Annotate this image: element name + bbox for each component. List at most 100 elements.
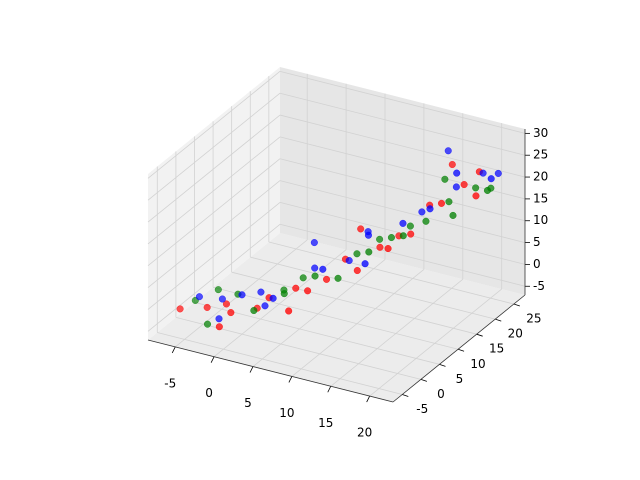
grid-line: [212, 286, 459, 350]
x-tick-label: 5: [244, 396, 252, 410]
tick-mark: [402, 394, 409, 397]
grid-line: [194, 301, 440, 365]
z-tick-label: 10: [533, 213, 548, 227]
tick-mark: [420, 379, 428, 382]
point: [353, 266, 361, 275]
point: [227, 309, 235, 317]
grid-line: [147, 114, 281, 223]
grid-line: [279, 92, 526, 156]
point: [365, 248, 373, 256]
tick-mark: [476, 333, 483, 337]
tick-mark: [366, 395, 371, 403]
tick-mark: [457, 348, 465, 352]
point: [261, 302, 269, 310]
point: [387, 233, 395, 242]
point: [441, 175, 449, 183]
grid-line: [147, 136, 281, 245]
point: [280, 286, 288, 294]
grid-line: [250, 256, 496, 320]
grid-line: [231, 271, 477, 335]
tick-mark: [327, 386, 332, 393]
point: [460, 181, 468, 189]
point: [445, 198, 453, 206]
tick-mark: [171, 346, 176, 354]
z-tick-label: -5: [533, 279, 545, 293]
grid-line: [279, 158, 526, 222]
point: [257, 288, 265, 296]
z-tick-label: 5: [533, 235, 541, 249]
point: [203, 320, 212, 328]
point: [345, 256, 353, 265]
point: [250, 306, 258, 315]
grid-line: [369, 288, 502, 397]
grid-line: [147, 202, 281, 310]
point: [494, 169, 502, 177]
grid-line: [268, 241, 514, 305]
grid-line: [147, 71, 281, 179]
point: [319, 265, 327, 273]
point: [452, 183, 460, 191]
y-tick-label: 0: [437, 387, 445, 401]
point: [399, 232, 407, 240]
point: [384, 244, 392, 253]
point: [304, 287, 312, 295]
tick-mark: [288, 376, 293, 383]
point: [399, 219, 407, 227]
point: [238, 291, 246, 299]
x-tick-label: -5: [164, 376, 176, 390]
y-tick-label: 25: [526, 312, 541, 326]
x-tick-label: 10: [279, 406, 294, 420]
point: [310, 239, 318, 247]
grid-line: [279, 136, 526, 200]
tick-mark: [495, 318, 502, 322]
point: [176, 305, 184, 313]
point: [285, 307, 293, 315]
point: [322, 275, 331, 283]
grid-line: [147, 158, 281, 267]
point: [407, 230, 415, 238]
point: [487, 175, 495, 183]
y-tick-label: 10: [470, 357, 485, 371]
point: [472, 184, 480, 192]
point: [215, 315, 223, 323]
grid-line: [147, 223, 281, 332]
z-tick-label: 25: [533, 148, 548, 162]
point: [357, 225, 365, 233]
point: [334, 274, 342, 282]
grid-line: [279, 70, 526, 134]
point: [353, 250, 361, 258]
y-tick-label: 5: [456, 372, 464, 386]
z-tick-label: 15: [533, 191, 548, 205]
point: [406, 222, 414, 230]
grid-line: [252, 259, 386, 367]
z-tick-label: 20: [533, 170, 548, 184]
point: [361, 260, 369, 268]
grid-line: [330, 278, 464, 387]
z-tick-label: 0: [533, 257, 541, 271]
point: [453, 169, 461, 177]
grid-line: [279, 114, 526, 178]
point: [299, 274, 307, 282]
grid-line: [147, 180, 281, 288]
point: [292, 284, 300, 292]
y-axis-line: [392, 294, 526, 403]
point: [376, 235, 384, 243]
point: [444, 147, 452, 155]
y-tick-label: 15: [489, 342, 504, 356]
point: [418, 208, 426, 216]
point: [479, 169, 487, 177]
point: [422, 217, 430, 225]
x-tick-label: 20: [357, 426, 372, 440]
grid-line: [147, 92, 281, 201]
grid-line: [279, 180, 526, 243]
point: [195, 293, 203, 301]
y-tick-label: -5: [416, 402, 428, 416]
point: [487, 184, 495, 192]
point: [376, 243, 384, 251]
point: [449, 211, 457, 219]
point: [214, 286, 222, 294]
tick-mark: [439, 363, 446, 367]
y-tick-label: 20: [508, 327, 523, 341]
tick-mark: [210, 356, 215, 363]
